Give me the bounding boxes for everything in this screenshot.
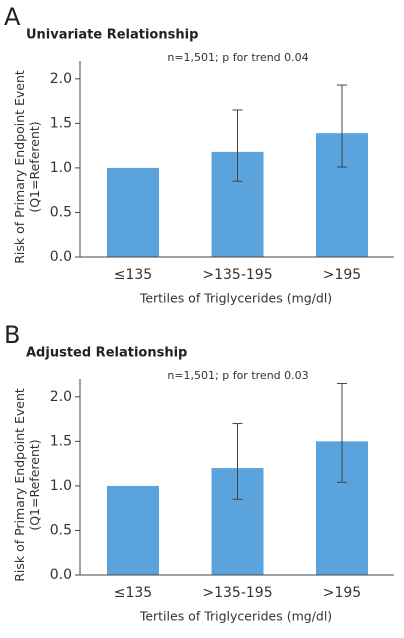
y-tick-label: 0.0: [50, 567, 72, 583]
annotation: n=1,501; p for trend 0.04: [167, 51, 308, 64]
panel-label: A: [4, 3, 21, 31]
chart-title: Adjusted Relationship: [26, 346, 187, 361]
bar: [107, 485, 159, 575]
x-tick-label: ≤135: [114, 267, 152, 283]
y-axis-label: Risk of Primary Endpoint Event(Q1=Refere…: [12, 388, 42, 582]
annotation: n=1,501; p for trend 0.03: [167, 369, 308, 382]
x-tick-label: >195: [323, 585, 361, 601]
x-tick-label: ≤135: [114, 585, 152, 601]
y-tick-label: 1.5: [50, 433, 72, 449]
x-tick-label: >135-195: [202, 585, 272, 601]
y-tick-label: 2.0: [50, 71, 72, 87]
x-tick-label: >195: [323, 267, 361, 283]
bar: [107, 167, 159, 257]
chart-title: Univariate Relationship: [26, 28, 198, 43]
y-tick-label: 1.5: [50, 115, 72, 131]
panel-label: B: [4, 321, 20, 349]
y-tick-label: 2.0: [50, 389, 72, 405]
y-tick-label: 0.5: [50, 522, 72, 538]
y-tick-label: 1.0: [50, 160, 72, 176]
y-tick-label: 0.0: [50, 249, 72, 265]
x-axis-label: Tertiles of Triglycerides (mg/dl): [139, 609, 332, 624]
y-axis-label: Risk of Primary Endpoint Event(Q1=Refere…: [12, 70, 42, 264]
y-tick-label: 0.5: [50, 204, 72, 220]
x-axis-label: Tertiles of Triglycerides (mg/dl): [139, 291, 332, 306]
y-tick-label: 1.0: [50, 478, 72, 494]
x-tick-label: >135-195: [202, 267, 272, 283]
